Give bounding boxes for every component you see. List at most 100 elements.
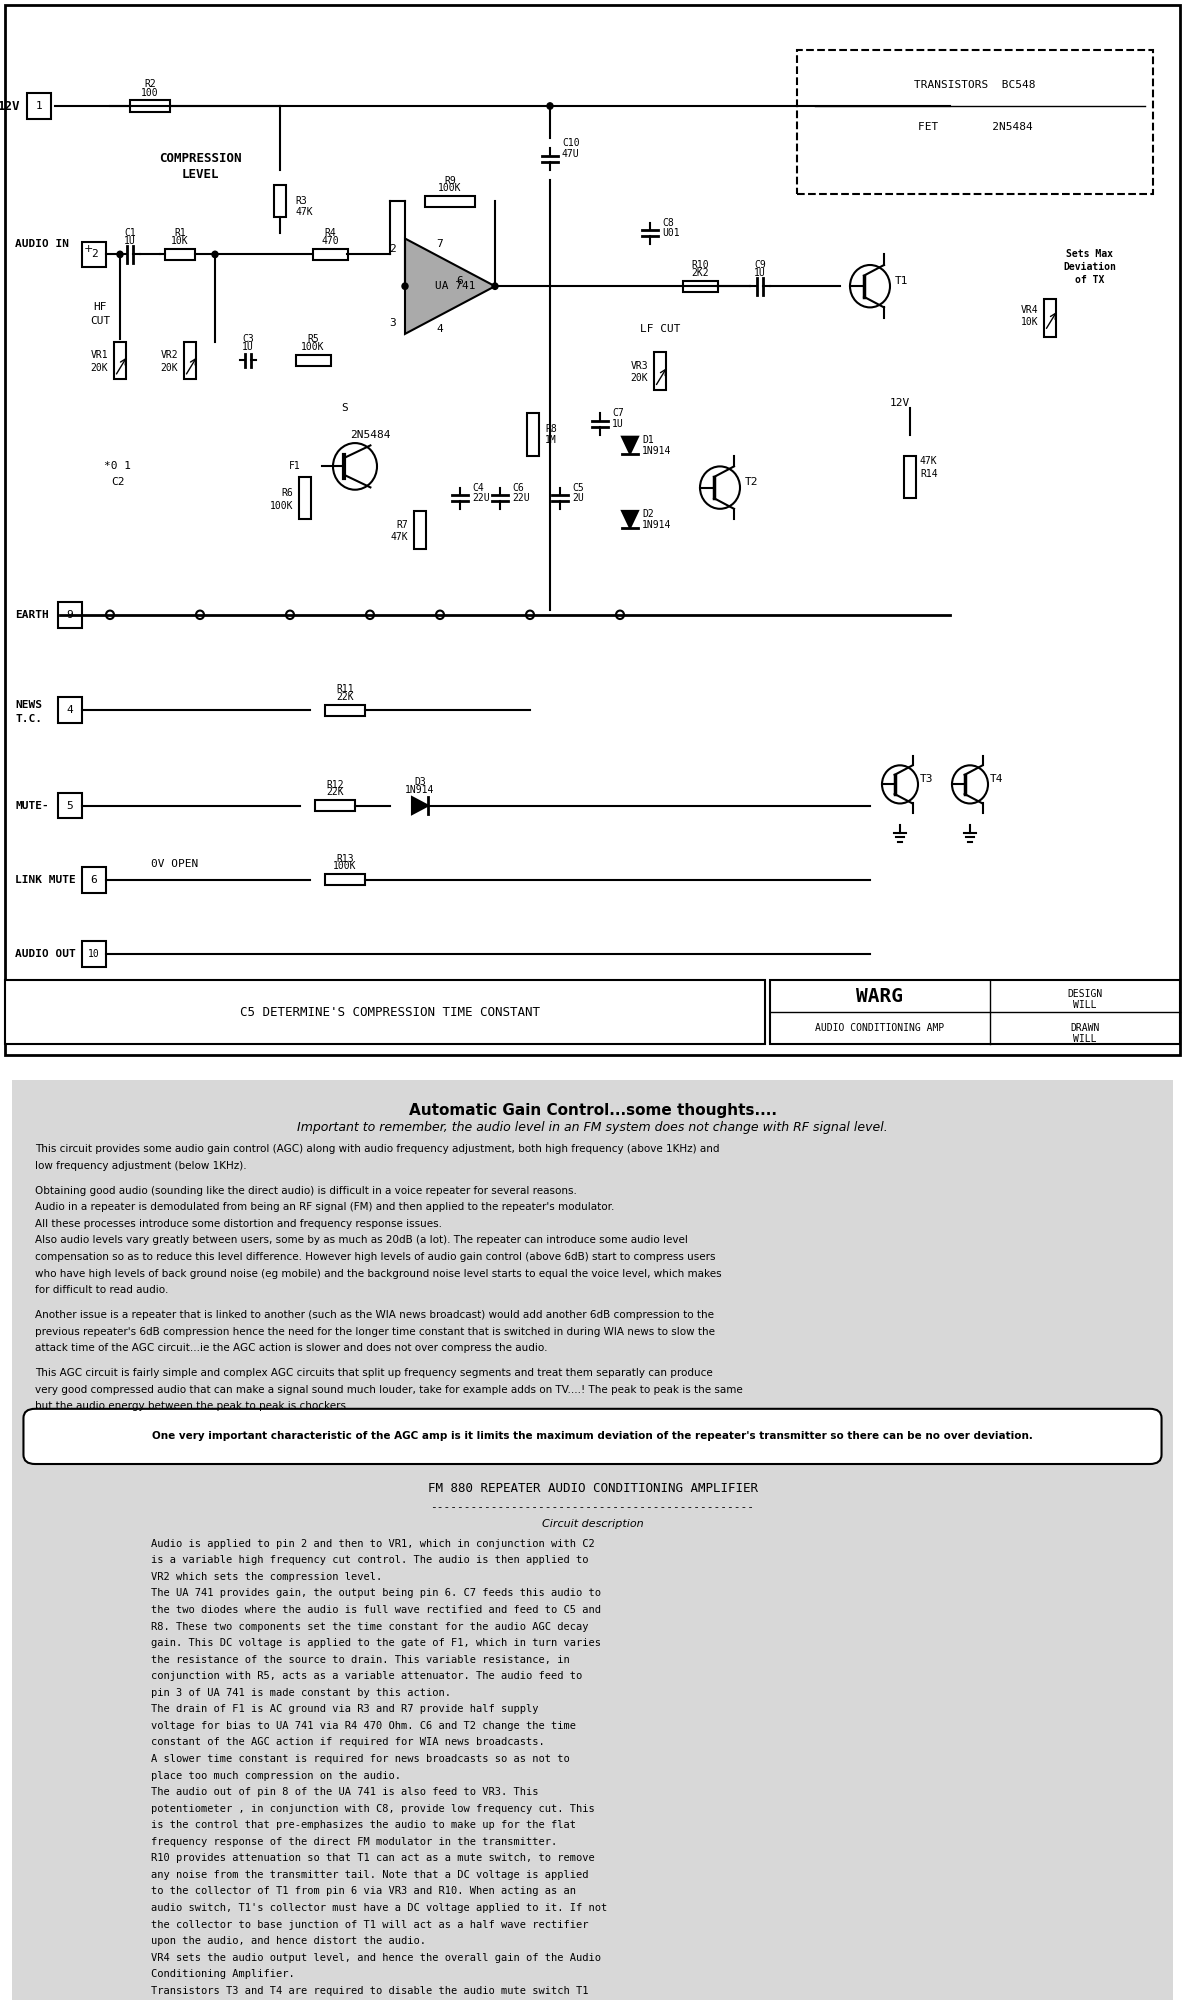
Text: to the collector of T1 from pin 6 via VR3 and R10. When acting as an: to the collector of T1 from pin 6 via VR…: [152, 1886, 576, 1896]
Text: 1N914: 1N914: [405, 784, 435, 794]
Text: Transistors T3 and T4 are required to disable the audio mute switch T1: Transistors T3 and T4 are required to di…: [152, 1986, 589, 1996]
Text: potentiometer , in conjunction with C8, provide low frequency cut. This: potentiometer , in conjunction with C8, …: [152, 1804, 595, 1814]
Text: C3: C3: [242, 334, 254, 344]
Text: R10 provides attenuation so that T1 can act as a mute switch, to remove: R10 provides attenuation so that T1 can …: [152, 1854, 595, 1864]
Text: the collector to base junction of T1 will act as a half wave rectifier: the collector to base junction of T1 wil…: [152, 1920, 589, 1930]
Text: R13: R13: [337, 854, 354, 864]
Text: LF CUT: LF CUT: [640, 324, 680, 334]
Text: but the audio energy between the peak to peak is chockers.: but the audio energy between the peak to…: [36, 1402, 350, 1412]
Circle shape: [402, 284, 408, 290]
Text: CUT: CUT: [90, 316, 110, 326]
Text: R3: R3: [295, 196, 307, 206]
Polygon shape: [622, 510, 638, 528]
Text: 100K: 100K: [301, 342, 325, 352]
Bar: [654, 352, 666, 390]
Text: C5: C5: [572, 482, 584, 492]
Text: The drain of F1 is AC ground via R3 and R7 provide half supply: The drain of F1 is AC ground via R3 and …: [152, 1704, 539, 1714]
Text: attack time of the AGC circuit...ie the AGC action is slower and does not over c: attack time of the AGC circuit...ie the …: [36, 1344, 547, 1354]
Bar: [82, 868, 105, 892]
Text: 20K: 20K: [160, 362, 178, 372]
Text: *0 1: *0 1: [104, 462, 132, 472]
Polygon shape: [622, 436, 638, 454]
Polygon shape: [405, 238, 495, 334]
Text: Deviation: Deviation: [1064, 262, 1116, 272]
Text: the two diodes where the audio is full wave rectified and feed to C5 and: the two diodes where the audio is full w…: [152, 1604, 601, 1614]
Text: VR1: VR1: [90, 350, 108, 360]
Text: very good compressed audio that can make a signal sound much louder, take for ex: very good compressed audio that can make…: [36, 1384, 743, 1394]
Text: 470: 470: [321, 236, 339, 246]
Text: pin 3 of UA 741 is made constant by this action.: pin 3 of UA 741 is made constant by this…: [152, 1688, 451, 1698]
Text: C10: C10: [562, 138, 579, 148]
Text: 100K: 100K: [333, 862, 357, 872]
Text: 100K: 100K: [438, 182, 462, 192]
Text: 10K: 10K: [171, 236, 188, 246]
Text: One very important characteristic of the AGC amp is it limits the maximum deviat: One very important characteristic of the…: [152, 1432, 1033, 1442]
Bar: [299, 476, 310, 520]
Bar: [82, 242, 105, 268]
Text: 20K: 20K: [630, 374, 648, 384]
Text: Audio in a repeater is demodulated from being an RF signal (FM) and then applied: Audio in a repeater is demodulated from …: [36, 1202, 615, 1212]
Text: R1: R1: [174, 228, 186, 238]
Text: voltage for bias to UA 741 via R4 470 Ohm. C6 and T2 change the time: voltage for bias to UA 741 via R4 470 Oh…: [152, 1720, 576, 1730]
Bar: [184, 342, 196, 378]
Text: place too much compression on the audio.: place too much compression on the audio.: [152, 1770, 402, 1780]
Text: of TX: of TX: [1075, 274, 1104, 284]
Text: HF: HF: [94, 302, 107, 312]
Bar: [58, 792, 82, 818]
Bar: [904, 456, 916, 498]
Text: AUDIO OUT: AUDIO OUT: [15, 950, 76, 960]
Bar: [58, 602, 82, 628]
Text: FET        2N5484: FET 2N5484: [917, 122, 1032, 132]
Text: 1N914: 1N914: [642, 520, 672, 530]
Text: 12V: 12V: [0, 100, 20, 112]
Text: C4: C4: [472, 482, 483, 492]
Text: EARTH: EARTH: [15, 610, 49, 620]
Text: R5: R5: [307, 334, 319, 344]
Text: Circuit description: Circuit description: [542, 1518, 643, 1528]
Text: Sets Max: Sets Max: [1066, 250, 1114, 260]
Text: 1M: 1M: [545, 434, 557, 444]
Circle shape: [117, 252, 123, 258]
Text: C7: C7: [611, 408, 623, 418]
Text: VR2 which sets the compression level.: VR2 which sets the compression level.: [152, 1572, 383, 1582]
Text: conjunction with R5, acts as a variable attenuator. The audio feed to: conjunction with R5, acts as a variable …: [152, 1672, 583, 1682]
Text: audio switch, T1's collector must have a DC voltage applied to it. If not: audio switch, T1's collector must have a…: [152, 1904, 608, 1914]
Text: This AGC circuit is fairly simple and complex AGC circuits that split up frequen: This AGC circuit is fairly simple and co…: [36, 1368, 713, 1378]
Text: 1U: 1U: [611, 420, 623, 430]
Text: Obtaining good audio (sounding like the direct audio) is difficult in a voice re: Obtaining good audio (sounding like the …: [36, 1186, 577, 1196]
Text: Conditioning Amplifier.: Conditioning Amplifier.: [152, 1970, 295, 1980]
Text: 2U: 2U: [572, 494, 584, 504]
Bar: [325, 704, 365, 716]
Text: 1: 1: [36, 100, 43, 110]
Text: 2: 2: [390, 244, 396, 254]
Text: WILL: WILL: [1074, 1000, 1097, 1010]
Text: ------------------------------------------------: ----------------------------------------…: [430, 1502, 755, 1512]
Bar: [770, 980, 1180, 1044]
Text: 100K: 100K: [269, 500, 293, 510]
Text: 0V OPEN: 0V OPEN: [152, 858, 199, 868]
Text: R8: R8: [545, 424, 557, 434]
Text: 10K: 10K: [1020, 318, 1038, 328]
Text: 3: 3: [390, 318, 396, 328]
Text: AUDIO IN: AUDIO IN: [15, 238, 69, 248]
Text: 6: 6: [456, 276, 463, 286]
Polygon shape: [412, 798, 428, 814]
Text: COMPRESSION: COMPRESSION: [159, 152, 242, 166]
Text: Audio is applied to pin 2 and then to VR1, which in conjunction with C2: Audio is applied to pin 2 and then to VR…: [152, 1538, 595, 1548]
Text: upon the audio, and hence distort the audio.: upon the audio, and hence distort the au…: [152, 1936, 427, 1946]
Text: NEWS: NEWS: [15, 700, 41, 710]
Text: low frequency adjustment (below 1KHz).: low frequency adjustment (below 1KHz).: [36, 1160, 246, 1170]
Text: VR4: VR4: [1020, 304, 1038, 314]
Text: any noise from the transmitter tail. Note that a DC voltage is applied: any noise from the transmitter tail. Not…: [152, 1870, 589, 1880]
Text: R9: R9: [444, 176, 456, 186]
Text: Automatic Gain Control...some thoughts....: Automatic Gain Control...some thoughts..…: [409, 1104, 776, 1118]
Text: 47K: 47K: [390, 532, 408, 542]
Text: gain. This DC voltage is applied to the gate of F1, which in turn varies: gain. This DC voltage is applied to the …: [152, 1638, 601, 1648]
Bar: [5, 980, 766, 1044]
Bar: [527, 414, 539, 456]
Text: 7: 7: [436, 238, 443, 248]
Text: F1: F1: [289, 462, 301, 472]
Text: 1U: 1U: [242, 342, 254, 352]
Text: 1U: 1U: [124, 236, 136, 246]
Text: All these processes introduce some distortion and frequency response issues.: All these processes introduce some disto…: [36, 1218, 442, 1228]
